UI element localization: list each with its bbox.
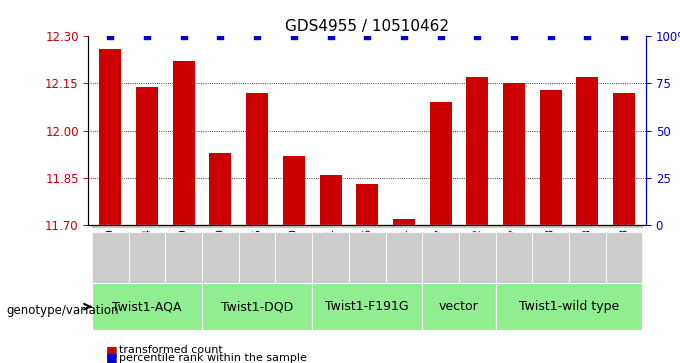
Bar: [569, 225, 606, 227]
Bar: [459, 225, 496, 227]
Bar: [165, 225, 202, 227]
Point: [582, 33, 593, 39]
FancyBboxPatch shape: [129, 232, 165, 283]
Point: [398, 33, 409, 39]
FancyBboxPatch shape: [312, 283, 422, 330]
FancyBboxPatch shape: [312, 232, 349, 283]
Text: ■: ■: [105, 351, 117, 363]
FancyBboxPatch shape: [422, 232, 459, 283]
Point: [435, 33, 446, 39]
Bar: [283, 156, 305, 225]
Text: Twist1-wild type: Twist1-wild type: [519, 300, 619, 313]
FancyBboxPatch shape: [239, 232, 275, 283]
Point: [325, 33, 336, 39]
Bar: [540, 90, 562, 225]
FancyBboxPatch shape: [92, 283, 202, 330]
Text: ■: ■: [105, 344, 117, 357]
Bar: [613, 93, 635, 225]
Bar: [246, 93, 268, 225]
Bar: [99, 49, 122, 225]
Title: GDS4955 / 10510462: GDS4955 / 10510462: [285, 19, 449, 34]
FancyBboxPatch shape: [422, 283, 496, 330]
Text: Twist1-AQA: Twist1-AQA: [112, 300, 182, 313]
FancyBboxPatch shape: [569, 232, 606, 283]
Bar: [209, 153, 231, 225]
Bar: [606, 225, 643, 227]
Bar: [386, 225, 422, 227]
Point: [252, 33, 262, 39]
FancyBboxPatch shape: [349, 232, 386, 283]
Point: [215, 33, 226, 39]
Bar: [576, 77, 598, 225]
Bar: [275, 225, 312, 227]
Text: vector: vector: [439, 300, 479, 313]
Bar: [239, 225, 275, 227]
FancyBboxPatch shape: [459, 232, 496, 283]
Bar: [422, 225, 459, 227]
Point: [509, 33, 520, 39]
FancyBboxPatch shape: [606, 232, 643, 283]
Bar: [202, 225, 239, 227]
FancyBboxPatch shape: [496, 232, 532, 283]
Bar: [503, 83, 525, 225]
FancyBboxPatch shape: [202, 283, 312, 330]
Bar: [356, 184, 378, 225]
Bar: [173, 61, 194, 225]
Bar: [349, 225, 386, 227]
FancyBboxPatch shape: [165, 232, 202, 283]
Point: [362, 33, 373, 39]
Text: genotype/variation: genotype/variation: [7, 304, 119, 317]
FancyBboxPatch shape: [386, 232, 422, 283]
Text: transformed count: transformed count: [119, 345, 223, 355]
Bar: [466, 77, 488, 225]
Bar: [312, 225, 349, 227]
FancyBboxPatch shape: [496, 283, 643, 330]
FancyBboxPatch shape: [92, 232, 129, 283]
FancyBboxPatch shape: [202, 232, 239, 283]
FancyBboxPatch shape: [532, 232, 569, 283]
Point: [545, 33, 556, 39]
Bar: [393, 219, 415, 225]
Point: [178, 33, 189, 39]
Point: [619, 33, 630, 39]
Bar: [496, 225, 532, 227]
Bar: [136, 87, 158, 225]
Bar: [430, 102, 452, 225]
Bar: [320, 175, 341, 225]
Text: Twist1-DQD: Twist1-DQD: [221, 300, 293, 313]
Point: [141, 33, 152, 39]
Text: percentile rank within the sample: percentile rank within the sample: [119, 352, 307, 363]
Bar: [129, 225, 165, 227]
Point: [105, 33, 116, 39]
Bar: [92, 225, 129, 227]
Point: [472, 33, 483, 39]
FancyBboxPatch shape: [275, 232, 312, 283]
Bar: [532, 225, 569, 227]
Text: Twist1-F191G: Twist1-F191G: [326, 300, 409, 313]
Point: [288, 33, 299, 39]
